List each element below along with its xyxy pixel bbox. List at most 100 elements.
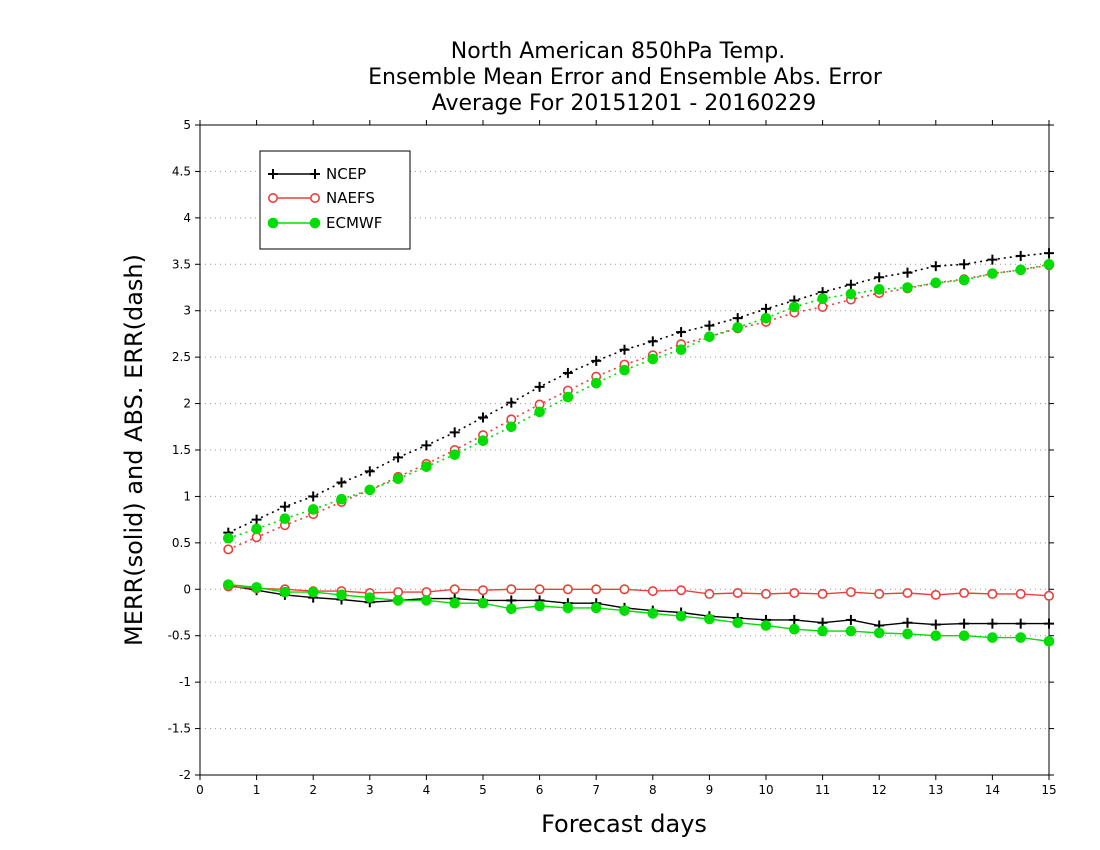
legend-label-ecmwf: ECMWF: [326, 214, 382, 232]
ncep-abs-err-point: [251, 514, 262, 525]
naefs-mean-err-point: [902, 587, 913, 598]
ncep-abs-err-point: [874, 272, 885, 283]
title-line-2: Ensemble Mean Error and Ensemble Abs. Er…: [368, 65, 883, 90]
x-tick-label: 3: [366, 783, 374, 797]
y-tick-label: -1: [179, 675, 191, 689]
ncep-abs-err-point: [1044, 248, 1054, 259]
legend-marker-ncep: [310, 169, 320, 179]
x-tick-label: 5: [479, 783, 487, 797]
y-tick-label: 3.5: [172, 257, 191, 271]
ncep-mean-err-point: [1015, 618, 1026, 629]
ncep-mean-err-point: [845, 614, 856, 625]
ecmwf-mean-err-point: [421, 595, 432, 606]
y-tick-label: 0: [183, 582, 191, 596]
ecmwf-mean-err-point: [279, 586, 291, 598]
y-tick-label: 3: [183, 304, 191, 318]
ecmwf-abs-err-point: [336, 493, 347, 505]
ncep-abs-err-point: [845, 279, 856, 290]
x-tick-label: 13: [928, 783, 943, 797]
ecmwf-mean-err-point: [958, 630, 970, 642]
naefs-mean-err-point: [591, 584, 602, 595]
ecmwf-abs-err-point: [873, 284, 885, 295]
ecmwf-abs-err-point: [1015, 264, 1027, 276]
naefs-mean-err-point: [987, 588, 998, 599]
ecmwf-abs-err-point: [477, 435, 489, 447]
ncep-abs-err-point: [393, 452, 404, 463]
ecmwf-abs-err-point: [251, 523, 262, 535]
ncep-abs-err-point: [506, 397, 517, 408]
naefs-mean-err-point: [930, 589, 941, 600]
ecmwf-abs-err-point: [958, 274, 970, 286]
ecmwf-mean-err-point: [873, 627, 885, 639]
ecmwf-mean-err-point: [930, 630, 942, 642]
naefs-mean-err-point: [704, 588, 715, 599]
ncep-abs-err-point: [336, 477, 347, 488]
x-tick-label: 8: [649, 783, 657, 797]
ncep-abs-err-point: [478, 412, 488, 423]
ecmwf-abs-err-point: [364, 484, 376, 496]
ncep-abs-err-point: [647, 336, 658, 347]
ecmwf-abs-err-point: [902, 282, 913, 293]
ecmwf-abs-err-point: [1043, 258, 1055, 270]
ncep-abs-err-point: [902, 267, 913, 278]
ecmwf-abs-err-point: [279, 513, 291, 525]
y-tick-label: -2: [179, 768, 191, 782]
x-tick-label: 9: [706, 783, 714, 797]
naefs-mean-err-point: [421, 587, 432, 598]
ncep-abs-err-point: [732, 313, 743, 324]
ncep-mean-err-point: [930, 619, 941, 630]
ecmwf-abs-err-point: [817, 293, 828, 304]
legend-marker-ecmwf: [309, 217, 321, 229]
naefs-mean-err-point: [647, 586, 658, 597]
x-tick-label: 4: [423, 783, 431, 797]
ecmwf-abs-err-point: [619, 364, 630, 376]
chart-title: North American 850hPa Temp. Ensemble Mea…: [368, 39, 883, 116]
ecmwf-mean-err-point: [392, 595, 404, 606]
y-axis-title: MERR(solid) and ABS. ERR(dash): [120, 254, 148, 646]
x-tick-label: 1: [253, 783, 261, 797]
ncep-abs-err-point: [364, 466, 375, 477]
ecmwf-abs-err-point: [223, 532, 234, 544]
y-tick-label: 5: [183, 118, 191, 132]
ncep-abs-err-point: [421, 440, 432, 451]
ncep-mean-err-point: [902, 617, 913, 628]
legend-label-ncep: NCEP: [326, 165, 366, 183]
legend-label-naefs: NAEFS: [326, 189, 375, 207]
ecmwf-mean-err-point: [675, 610, 687, 622]
ecmwf-mean-err-point: [1015, 632, 1027, 643]
ecmwf-abs-err-point: [789, 301, 800, 313]
ncep-abs-err-point: [562, 367, 573, 378]
ncep-abs-err-point: [619, 344, 630, 355]
ecmwf-abs-err-point: [675, 344, 687, 356]
ecmwf-mean-err-point: [647, 608, 659, 619]
legend: NCEP NAEFS ECMWF: [259, 150, 411, 250]
legend-marker-naefs: [267, 193, 278, 204]
x-tick-label: 15: [1041, 783, 1056, 797]
naefs-mean-err-point: [817, 588, 828, 599]
naefs-abs-err-point: [223, 544, 234, 555]
y-tick-label: 0.5: [172, 536, 191, 550]
ncep-mean-err-point: [789, 614, 800, 625]
y-tick-label: -1.5: [168, 722, 191, 736]
ecmwf-mean-err-point: [789, 623, 800, 635]
ncep-mean-err-point: [987, 618, 998, 629]
naefs-mean-err-point: [393, 587, 404, 598]
plot-series: [223, 248, 1055, 647]
ecmwf-abs-err-point: [534, 406, 545, 418]
ecmwf-abs-err-point: [930, 277, 942, 289]
x-tick-label: 0: [196, 783, 204, 797]
ecmwf-mean-err-point: [1043, 635, 1055, 647]
y-tick-label: 2: [183, 397, 191, 411]
naefs-mean-err-point: [562, 584, 573, 595]
naefs-mean-err-point: [676, 585, 687, 596]
ncep-abs-err-point: [959, 259, 970, 270]
naefs-mean-err-point: [619, 584, 630, 595]
ecmwf-mean-err-point: [506, 603, 517, 615]
ncep-abs-err-point: [676, 327, 687, 338]
y-tick-label: 1: [183, 489, 191, 503]
ecmwf-abs-err-point: [392, 473, 404, 485]
naefs-abs-err-line: [227, 264, 1050, 551]
ecmwf-mean-err-point: [449, 597, 461, 609]
ecmwf-mean-err-point: [251, 582, 262, 593]
ecmwf-mean-err-point: [562, 602, 574, 614]
